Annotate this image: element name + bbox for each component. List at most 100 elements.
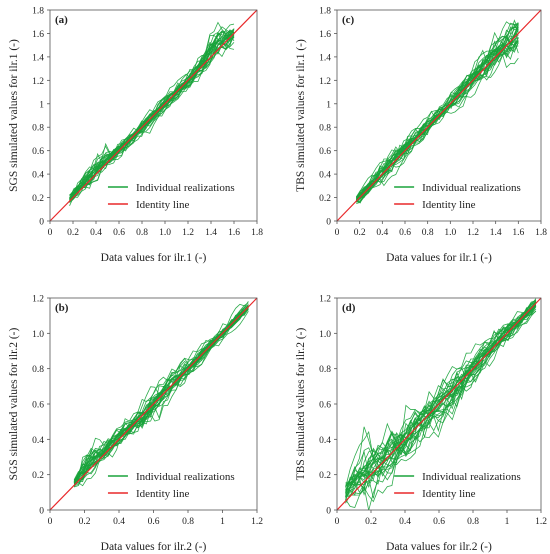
legend-entry: Identity line bbox=[136, 488, 190, 500]
x-tick-label: 0.6 bbox=[113, 228, 125, 238]
legend-entry: Individual realizations bbox=[136, 182, 235, 194]
identity-line bbox=[49, 297, 258, 511]
x-axis-label: Data values for ilr.2 (-) bbox=[101, 541, 207, 553]
realization-line bbox=[345, 303, 537, 487]
x-tick-label: 1.2 bbox=[251, 517, 263, 527]
legend-entry: Identity line bbox=[136, 199, 190, 211]
legend-entry: Individual realizations bbox=[136, 471, 235, 483]
y-axis-label: TBS simulated values for ilr.2 (-) bbox=[295, 327, 307, 480]
x-tick-label: 1 bbox=[505, 517, 510, 527]
x-axis-label: Data values for ilr.1 (-) bbox=[386, 252, 492, 264]
legend: Individual realizations Identity line bbox=[107, 471, 235, 500]
y-tick-label: 0.8 bbox=[319, 124, 331, 134]
legend-entry: Identity line bbox=[422, 488, 476, 500]
y-tick-label: 1.6 bbox=[32, 30, 44, 40]
y-tick-label: 0.4 bbox=[32, 171, 44, 181]
y-tick-label: 0.2 bbox=[32, 471, 44, 481]
realization-line bbox=[69, 28, 235, 200]
panel-label: (b) bbox=[55, 302, 69, 314]
realization-line bbox=[355, 37, 519, 199]
realization-line bbox=[345, 301, 537, 490]
y-tick-label: 1.0 bbox=[32, 330, 44, 340]
realization-line bbox=[345, 311, 537, 492]
x-tick-label: 0.8 bbox=[422, 228, 434, 238]
realization-line bbox=[345, 306, 537, 504]
x-tick-label: 1.8 bbox=[535, 228, 547, 238]
y-tick-label: 0.2 bbox=[32, 194, 44, 204]
x-tick-label: 0.8 bbox=[136, 228, 148, 238]
y-tick-label: 0.2 bbox=[319, 194, 331, 204]
y-tick-label: 1.2 bbox=[32, 77, 44, 87]
panel-label: (a) bbox=[55, 14, 68, 26]
x-tick-label: 0.2 bbox=[354, 228, 366, 238]
realization-line bbox=[345, 300, 537, 503]
x-tick-label: 0.2 bbox=[67, 228, 79, 238]
y-tick-label: 0.6 bbox=[319, 147, 331, 157]
y-tick-label: 0.8 bbox=[319, 365, 331, 375]
y-tick-label: 1.0 bbox=[319, 330, 331, 340]
y-tick-label: 1 bbox=[39, 100, 44, 110]
x-tick-label: 1.6 bbox=[512, 228, 524, 238]
realization-line bbox=[345, 302, 537, 497]
identity-line bbox=[336, 9, 542, 222]
x-tick-label: 0.6 bbox=[433, 517, 445, 527]
y-tick-label: 1.6 bbox=[319, 30, 331, 40]
y-tick-label: 0.6 bbox=[32, 401, 44, 411]
y-tick-label: 1.8 bbox=[32, 7, 44, 17]
y-tick-label: 0.4 bbox=[319, 171, 331, 181]
plot-frame bbox=[49, 9, 258, 222]
y-tick-label: 1.2 bbox=[319, 295, 331, 305]
y-tick-label: 1.2 bbox=[319, 77, 331, 87]
x-axis-label: Data values for ilr.1 (-) bbox=[101, 252, 207, 264]
x-tick-label: 0.6 bbox=[148, 517, 160, 527]
legend: Individual realizations Identity line bbox=[394, 471, 521, 500]
chart-panel-3: 0 0.2 0.4 0.6 0.8 1 1.2 0 0.2 0.4 0.6 0.8 1.0 1.2 Data… bbox=[295, 295, 547, 554]
x-tick-label: 0.4 bbox=[113, 517, 125, 527]
realization-line bbox=[69, 28, 235, 202]
legend: Individual realizations Identity line bbox=[394, 182, 521, 211]
x-tick-label: 0 bbox=[48, 228, 53, 238]
panel-label: (d) bbox=[342, 302, 356, 314]
identity-line bbox=[336, 297, 542, 511]
legend-entry: Individual realizations bbox=[422, 182, 521, 194]
y-tick-label: 1.4 bbox=[32, 53, 44, 63]
x-tick-label: 1.6 bbox=[228, 228, 240, 238]
y-axis-label: SGS simulated values for ilr.2 (-) bbox=[8, 328, 20, 481]
realizations-group bbox=[345, 298, 537, 510]
x-tick-label: 0.8 bbox=[467, 517, 479, 527]
x-tick-label: 1.2 bbox=[467, 228, 479, 238]
y-tick-label: 1.4 bbox=[319, 53, 331, 63]
x-tick-label: 0.2 bbox=[365, 517, 377, 527]
x-axis-label: Data values for ilr.2 (-) bbox=[386, 541, 492, 553]
realization-line bbox=[73, 306, 249, 486]
y-tick-label: 0.4 bbox=[319, 436, 331, 446]
y-tick-label: 0.6 bbox=[32, 147, 44, 157]
realization-line bbox=[73, 304, 249, 480]
x-tick-label: 0.4 bbox=[376, 228, 388, 238]
y-tick-label: 0.4 bbox=[32, 436, 44, 446]
realization-line bbox=[69, 21, 235, 201]
x-tick-label: 0 bbox=[335, 517, 340, 527]
y-tick-label: 0 bbox=[39, 507, 44, 517]
y-tick-label: 0.8 bbox=[32, 365, 44, 375]
y-tick-label: 1 bbox=[326, 100, 331, 110]
realization-line bbox=[355, 42, 519, 203]
x-tick-label: 1.0 bbox=[159, 228, 171, 238]
realization-line bbox=[356, 38, 519, 203]
x-tick-label: 1.4 bbox=[490, 228, 502, 238]
chart-panel-2: 0 0.2 0.4 0.6 0.8 1 1.2 0 0.2 0.4 0.6 0.8 1.0 1.2 Data… bbox=[8, 295, 263, 554]
realization-line bbox=[69, 31, 235, 200]
panel-label: (c) bbox=[342, 14, 355, 26]
x-tick-label: 1.2 bbox=[535, 517, 547, 527]
y-tick-label: 1.8 bbox=[319, 7, 331, 17]
x-tick-label: 0.6 bbox=[399, 228, 411, 238]
legend-entry: Identity line bbox=[422, 199, 476, 211]
x-tick-label: 1.4 bbox=[205, 228, 217, 238]
x-tick-label: 0.2 bbox=[79, 517, 91, 527]
y-axis-label: TBS simulated values for ilr.1 (-) bbox=[295, 39, 307, 192]
x-tick-label: 0 bbox=[335, 228, 340, 238]
realization-line bbox=[345, 299, 537, 484]
y-tick-label: 1.2 bbox=[32, 295, 44, 305]
x-tick-label: 1.0 bbox=[444, 228, 456, 238]
